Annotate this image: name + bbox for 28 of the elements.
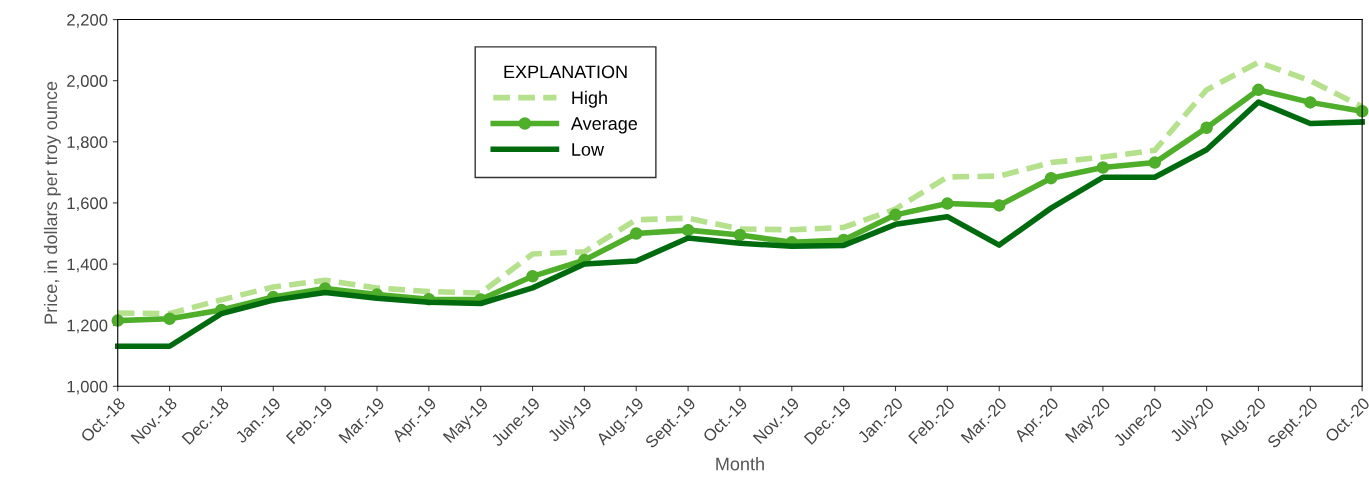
legend-label: Average (570, 117, 638, 134)
point (733, 228, 747, 242)
y-tick-label: 2,200 (67, 13, 108, 28)
point (163, 312, 176, 326)
y-tick-label: 1,400 (67, 258, 108, 273)
point (1044, 171, 1058, 185)
point (1096, 161, 1110, 174)
point (526, 270, 539, 283)
y-tick-label: 1,200 (67, 319, 108, 334)
y-axis-title: Price, in dollars per troy ounce (43, 81, 61, 324)
y-tick-label: 1,800 (67, 136, 108, 150)
point (889, 208, 902, 222)
y-tick-label: 1,600 (67, 197, 108, 212)
point (629, 227, 643, 240)
legend-title: EXPLANATION (504, 65, 627, 79)
point (1304, 96, 1317, 109)
y-tick-label: 1,000 (67, 380, 108, 395)
point (681, 223, 695, 237)
point (1252, 83, 1265, 97)
point (941, 197, 954, 210)
point (992, 199, 1006, 212)
legend-label: High (572, 90, 607, 108)
x-axis-title: Month (716, 457, 764, 471)
point (1148, 156, 1162, 169)
y-tick-label: 2,000 (67, 75, 108, 89)
point (1200, 121, 1213, 135)
point (111, 314, 124, 327)
legend-label: Low (572, 143, 605, 156)
